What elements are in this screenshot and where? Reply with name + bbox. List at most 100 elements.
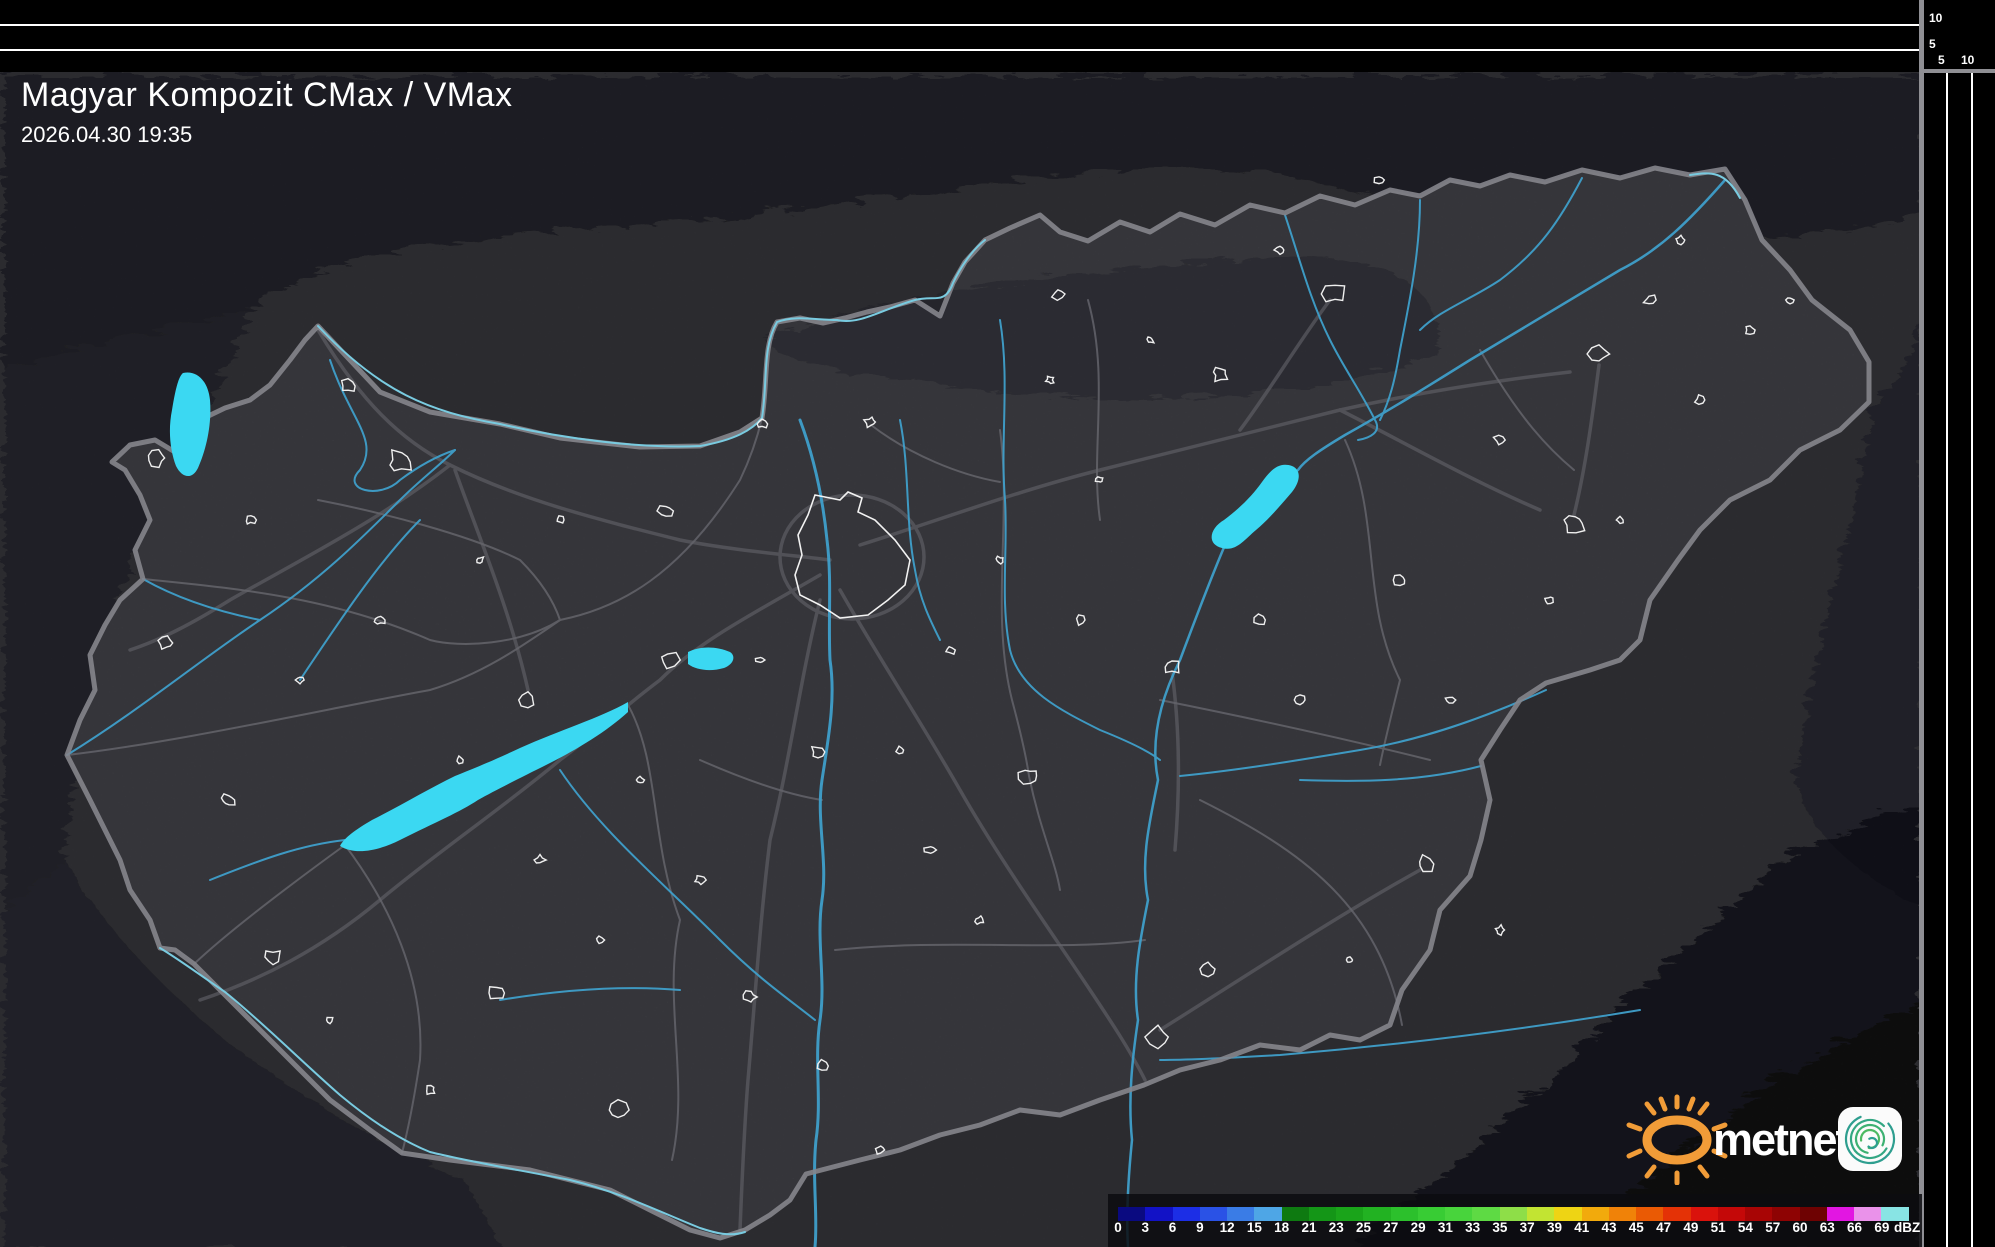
- dbz-swatch: [1254, 1207, 1282, 1221]
- height-gridline-5km-vertical: [1946, 72, 1948, 1247]
- city-outline: [1272, 245, 1285, 256]
- city-outline: [1693, 393, 1706, 406]
- dbz-tick-label: 57: [1765, 1220, 1781, 1235]
- city-outline: [1392, 574, 1406, 587]
- city-outline: [1212, 366, 1229, 383]
- county-borders: [66, 299, 1575, 1161]
- city-outline: [1418, 853, 1435, 873]
- lakes: [169, 372, 1299, 852]
- dbz-swatch: [1390, 1207, 1418, 1221]
- dbz-swatch: [1308, 1207, 1337, 1221]
- city-outline: [1563, 514, 1586, 534]
- city-outline: [635, 775, 646, 784]
- dbz-swatch: [1417, 1207, 1446, 1221]
- city-outline: [810, 745, 826, 759]
- dbz-tick-label: 43: [1601, 1220, 1617, 1235]
- city-outline: [595, 935, 606, 945]
- lake-balaton: [340, 702, 628, 852]
- vertical-section-top-panel: [0, 0, 1919, 72]
- dbz-tick-label: 0: [1114, 1220, 1122, 1235]
- city-outline: [656, 505, 675, 517]
- dbz-tick-label: 27: [1383, 1220, 1399, 1235]
- vertical-section-right-panel: [1924, 0, 1995, 1247]
- city-outline: [1615, 515, 1624, 525]
- dbz-tick-label: 6: [1168, 1220, 1177, 1235]
- dbz-swatch: [1581, 1207, 1609, 1221]
- city-outline: [1146, 336, 1156, 344]
- city-outline: [1543, 596, 1554, 605]
- lake-tisza: [1211, 464, 1299, 549]
- city-outline: [1075, 614, 1086, 627]
- city-outline: [874, 1145, 886, 1155]
- city-budapest-outline: [794, 491, 911, 619]
- dbz-tick-label: 21: [1301, 1220, 1317, 1235]
- city-outline: [1345, 955, 1354, 963]
- city-outline: [425, 1084, 436, 1096]
- right-scale-label-10: 10: [1961, 53, 1975, 67]
- city-outline: [754, 656, 767, 664]
- city-outline: [1050, 288, 1066, 302]
- dbz-swatch: [1554, 1207, 1582, 1221]
- radar-map: [0, 72, 1919, 1247]
- city-outline: [1642, 294, 1657, 305]
- city-outline: [995, 555, 1004, 565]
- dbz-tick-label: 12: [1219, 1220, 1235, 1235]
- city-outline: [742, 990, 759, 1003]
- city-outline: [476, 555, 485, 564]
- page-title: Magyar Kompozit CMax / VMax: [21, 76, 513, 114]
- city-outline: [517, 690, 535, 709]
- dbz-tick-label: 15: [1246, 1220, 1262, 1235]
- city-outline: [1320, 284, 1346, 303]
- city-outline: [1044, 375, 1055, 385]
- rivers: [66, 177, 1727, 1247]
- city-outline: [456, 754, 464, 765]
- metnet-logo[interactable]: metnet: [1610, 1085, 1922, 1185]
- city-outline: [944, 645, 957, 656]
- dbz-swatch: [1717, 1207, 1746, 1221]
- city-outline: [1293, 694, 1306, 706]
- city-outline: [1492, 434, 1507, 446]
- dbz-tick-label: 41: [1574, 1220, 1590, 1235]
- sun-icon: [1626, 1094, 1728, 1185]
- dbz-tick-label: 51: [1710, 1220, 1726, 1235]
- city-outline: [1253, 613, 1267, 626]
- dbz-tick-label: 35: [1492, 1220, 1508, 1235]
- city-outline: [1094, 476, 1104, 483]
- dbz-swatch: [1826, 1207, 1855, 1221]
- hungary-country-border: [64, 165, 1872, 1241]
- lake-velence: [688, 647, 734, 671]
- map-layers: [0, 72, 1919, 1247]
- dbz-swatch: [1363, 1207, 1391, 1221]
- dbz-tick-label: 33: [1465, 1220, 1481, 1235]
- dbz-tick-label: 3: [1141, 1220, 1150, 1235]
- dbz-swatch: [1854, 1207, 1882, 1221]
- height-scale-label-5: 5: [1929, 37, 1936, 51]
- map-right-border: [1919, 0, 1924, 1247]
- city-outline: [1744, 325, 1756, 336]
- terrain-grain: [0, 72, 1919, 1247]
- dbz-tick-label: 25: [1356, 1220, 1372, 1235]
- city-outline: [533, 853, 548, 864]
- city-outline: [816, 1058, 830, 1071]
- dbz-tick-label: 60: [1792, 1220, 1808, 1235]
- city-outline: [1164, 660, 1180, 674]
- map-header: Magyar Kompozit CMax / VMax 2026.04.30 1…: [21, 76, 513, 148]
- city-outline: [373, 615, 386, 625]
- dbz-tick-label: 49: [1683, 1220, 1699, 1235]
- dbz-swatch: [1690, 1207, 1718, 1221]
- roads: [128, 298, 1601, 1232]
- city-outline: [660, 651, 682, 670]
- dbz-tick-label: 47: [1656, 1220, 1672, 1235]
- dbz-swatch: [1199, 1207, 1228, 1221]
- city-outlines: [147, 176, 1795, 1155]
- dbz-swatches: [1118, 1207, 1909, 1221]
- corner-divider: [1919, 69, 1995, 73]
- city-outline: [923, 845, 938, 855]
- city-outline: [340, 377, 356, 393]
- city-outline: [693, 874, 708, 886]
- dbz-unit-label: dBZ: [1894, 1220, 1921, 1235]
- dbz-swatch: [1663, 1207, 1691, 1221]
- city-outline: [894, 745, 905, 755]
- height-scale-label-10: 10: [1929, 11, 1943, 25]
- city-outline: [220, 793, 236, 806]
